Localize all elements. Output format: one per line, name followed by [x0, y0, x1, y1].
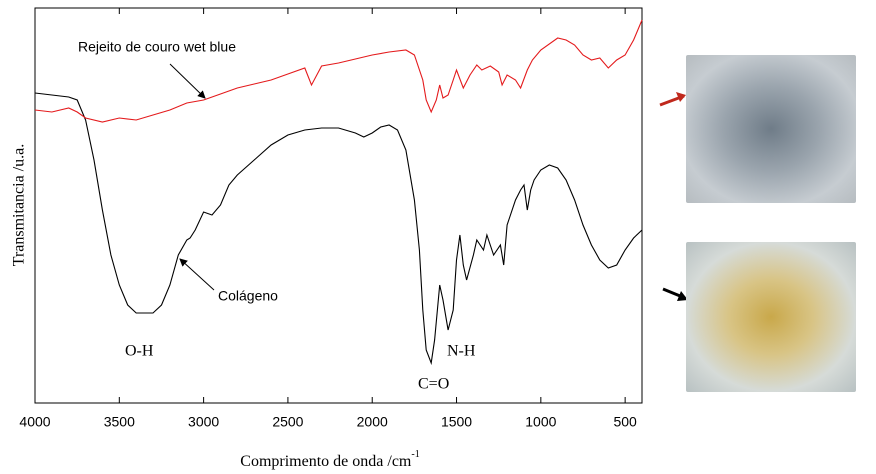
x-tick-label: 500: [613, 414, 637, 430]
annotation-arrow: [179, 258, 215, 291]
annotation: C=O: [418, 376, 449, 393]
photo-wet-blue: [686, 55, 856, 203]
x-tick-label: 2500: [272, 414, 303, 430]
annotation: Rejeito de couro wet blue: [78, 39, 236, 55]
spectrum-line: [34, 19, 643, 123]
x-axis-label-sup: -1: [411, 449, 419, 460]
annotation: O-H: [125, 343, 154, 360]
photo-collagen: [686, 242, 856, 392]
x-tick-label: 4000: [19, 414, 50, 430]
chart: Comprimento de onda /cm-1 Transmitancia …: [11, 7, 643, 470]
plot-frame: [34, 7, 643, 404]
annotation: N-H: [447, 343, 476, 360]
x-tick-label: 1500: [441, 414, 472, 430]
x-axis-label: Comprimento de onda /cm-1: [240, 449, 419, 469]
y-axis-label: Transmitancia /u.a.: [11, 144, 28, 267]
arrows: [659, 92, 688, 301]
spectrum-line: [34, 92, 643, 366]
annotation: Colágeno: [218, 288, 278, 304]
x-tick-label: 3000: [188, 414, 219, 430]
black-arrow-head: [677, 291, 688, 301]
red-arrow-head: [676, 92, 686, 102]
x-tick-label: 3500: [104, 414, 135, 430]
x-axis-label-text: Comprimento de onda /cm: [240, 453, 412, 470]
x-tick-label: 2000: [357, 414, 388, 430]
x-tick-label: 1000: [525, 414, 556, 430]
annotation-arrow: [169, 63, 206, 99]
